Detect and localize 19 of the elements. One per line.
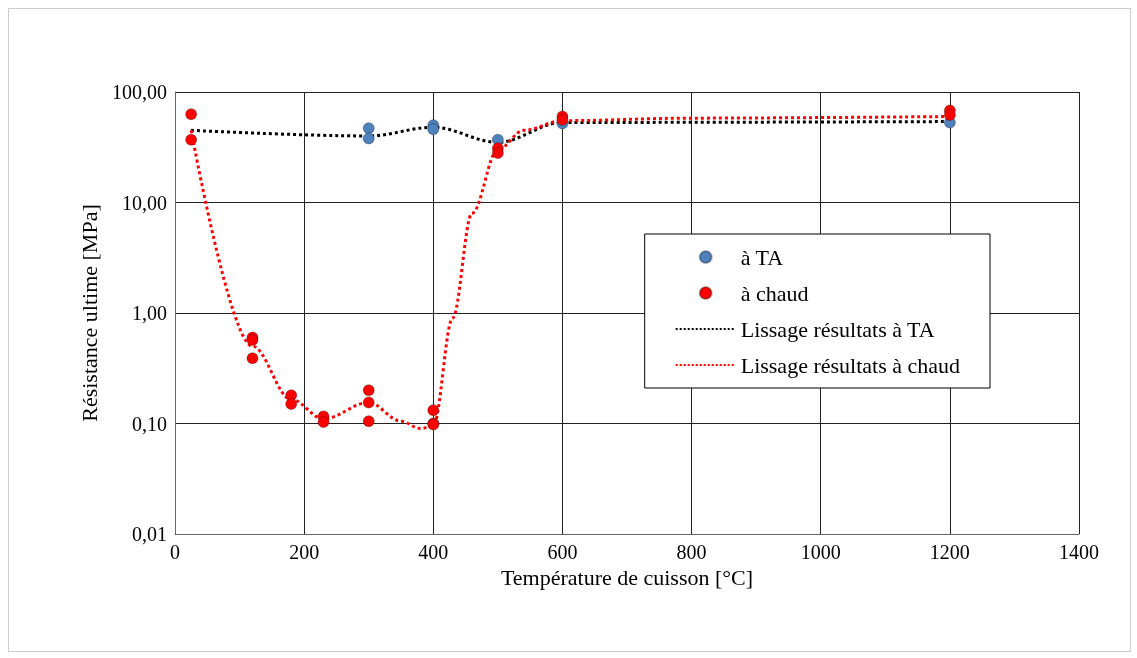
x-tick-label: 0 xyxy=(170,541,180,563)
x-tick-label: 1000 xyxy=(800,541,841,563)
y-tick-label: 100,00 xyxy=(112,81,167,103)
x-tick-label: 800 xyxy=(676,541,707,563)
x-tick-label: 200 xyxy=(289,541,320,563)
y-tick-label: 0,10 xyxy=(132,412,167,435)
x-tick-label: 1400 xyxy=(1059,541,1099,563)
y-tick-label: 1,00 xyxy=(132,302,167,324)
x-tick-label: 1200 xyxy=(929,541,970,563)
x-axis-title: Température de cuisson [°C] xyxy=(500,565,754,591)
y-axis-title: Résistance ultime [MPa] xyxy=(76,204,102,422)
x-tick-label: 600 xyxy=(547,541,578,563)
legend-label: Lissage résultats à TA xyxy=(740,316,935,342)
x-tick-label: 400 xyxy=(418,541,449,563)
y-tick-label: 10,00 xyxy=(122,191,167,214)
legend-label: à TA xyxy=(740,244,784,270)
legend-label: Lissage résultats à chaud xyxy=(740,352,960,378)
legend-label: à chaud xyxy=(740,280,809,306)
y-tick-label: 0,01 xyxy=(132,523,167,545)
